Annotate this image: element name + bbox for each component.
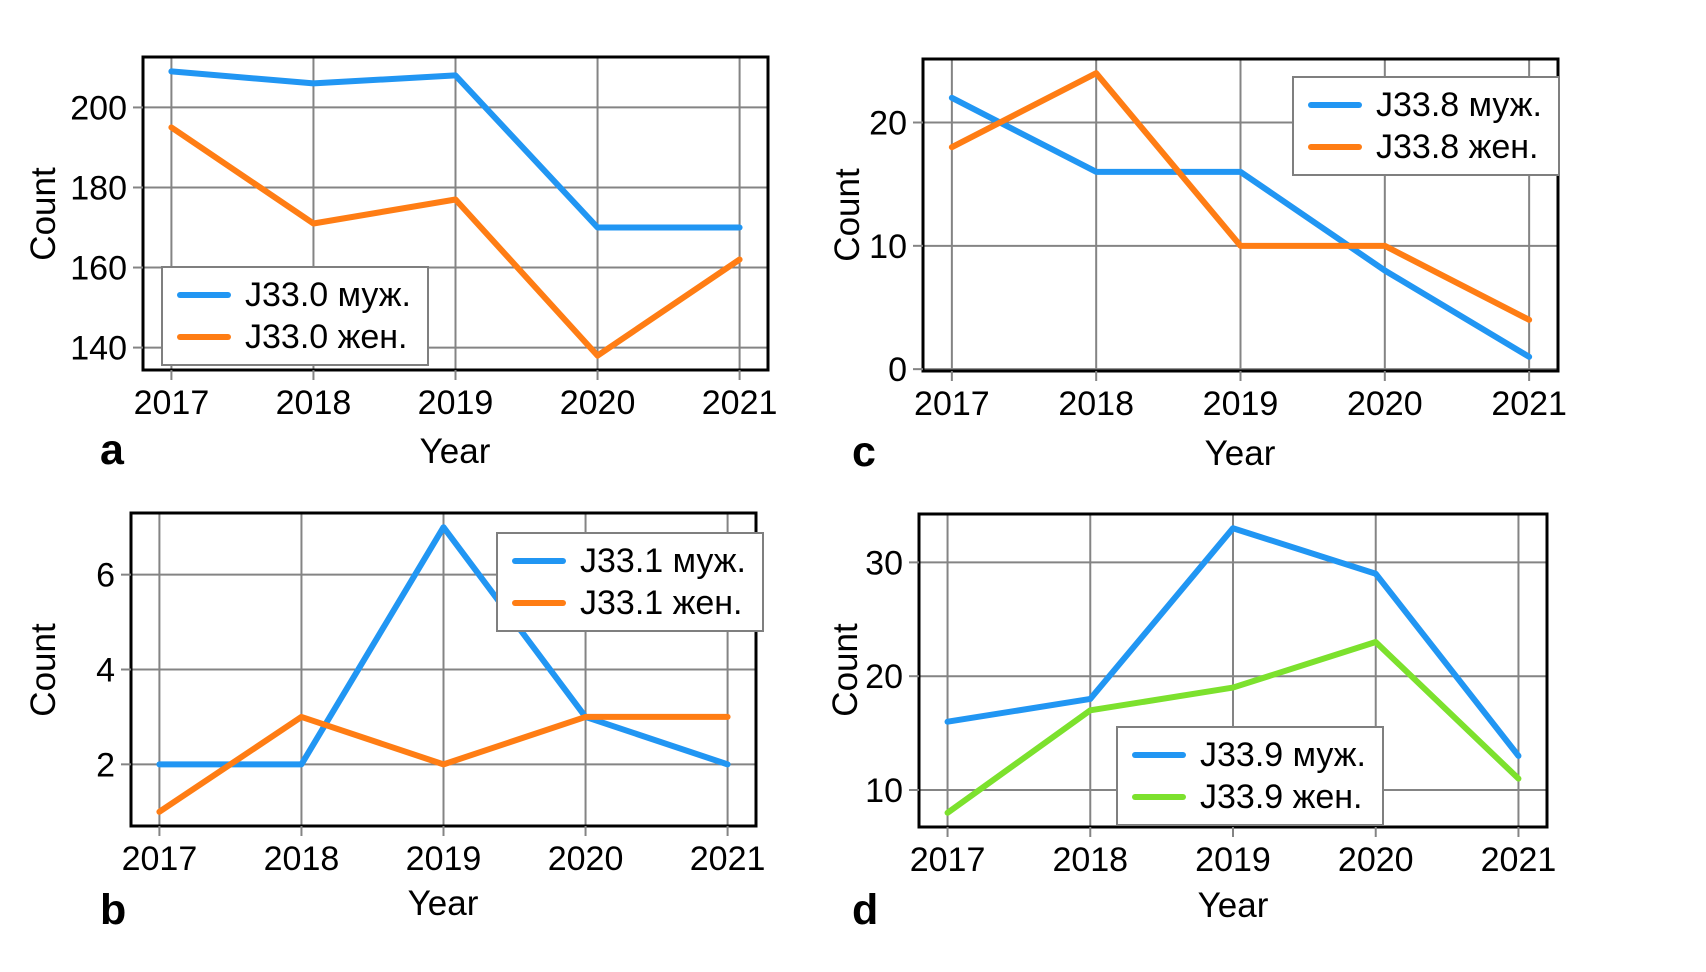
svg-text:2017: 2017	[910, 841, 986, 879]
legend-entry: J33.9 жен.	[1132, 778, 1366, 816]
legend-entry: J33.1 муж.	[512, 542, 746, 580]
svg-text:2021: 2021	[1491, 385, 1567, 423]
svg-text:2017: 2017	[134, 384, 210, 422]
chart-c-x-axis-label: Year	[1204, 434, 1276, 473]
chart-b-plot-area: 2017 2018 2019 2020 2021 2 4 6	[96, 511, 765, 878]
legend-line-sample	[177, 334, 231, 340]
legend-entry: J33.0 муж.	[177, 276, 411, 314]
svg-text:2020: 2020	[548, 840, 624, 878]
legend-line-sample	[1308, 102, 1362, 108]
panel-letter-a: a	[100, 426, 124, 474]
chart-d-y-axis-label: Count	[826, 623, 865, 717]
svg-text:10: 10	[869, 228, 907, 266]
svg-text:4: 4	[96, 652, 115, 690]
svg-text:2: 2	[96, 746, 115, 784]
legend-line-sample	[1308, 144, 1362, 150]
chart-b-y-axis-label: Count	[24, 623, 63, 717]
legend-line-sample	[512, 558, 566, 564]
chart-c-plot-area: 2017 2018 2019 2020 2021 0 10 20	[869, 57, 1567, 423]
legend-entry: J33.8 жен.	[1308, 128, 1542, 166]
svg-text:180: 180	[70, 169, 127, 207]
chart-c-legend: J33.8 муж. J33.8 жен.	[1292, 76, 1560, 176]
legend-label: J33.9 муж.	[1200, 736, 1366, 774]
legend-line-sample	[1132, 794, 1186, 800]
panel-letter-b: b	[100, 886, 127, 934]
chart-c-y-axis-label: Count	[828, 168, 867, 262]
chart-d-x-axis-label: Year	[1197, 886, 1269, 925]
panel-letter-c: c	[852, 428, 876, 476]
legend-label: J33.9 жен.	[1200, 778, 1363, 816]
svg-text:10: 10	[865, 772, 903, 810]
chart-b-x-axis-label: Year	[407, 884, 479, 923]
svg-text:2021: 2021	[1481, 841, 1557, 879]
chart-a-x-axis-label: Year	[419, 432, 491, 471]
legend-label: J33.0 муж.	[245, 276, 411, 314]
svg-text:2020: 2020	[1338, 841, 1414, 879]
svg-text:2018: 2018	[1058, 385, 1134, 423]
svg-text:2019: 2019	[1203, 385, 1279, 423]
legend-entry: J33.9 муж.	[1132, 736, 1366, 774]
panel-letter-d: d	[852, 886, 879, 934]
svg-text:2020: 2020	[1347, 385, 1423, 423]
svg-text:2020: 2020	[560, 384, 636, 422]
chart-b-legend: J33.1 муж. J33.1 жен.	[496, 532, 764, 632]
chart-a-legend: J33.0 муж. J33.0 жен.	[161, 266, 429, 366]
svg-text:0: 0	[888, 351, 907, 389]
legend-label: J33.8 жен.	[1376, 128, 1539, 166]
svg-text:2021: 2021	[690, 840, 766, 878]
chart-a-y-axis-label: Count	[24, 167, 63, 261]
svg-text:2021: 2021	[702, 384, 778, 422]
svg-text:2019: 2019	[418, 384, 494, 422]
svg-text:20: 20	[865, 658, 903, 696]
svg-text:2018: 2018	[264, 840, 340, 878]
svg-text:6: 6	[96, 557, 115, 595]
legend-entry: J33.1 жен.	[512, 584, 746, 622]
legend-label: J33.1 жен.	[580, 584, 743, 622]
legend-line-sample	[512, 600, 566, 606]
svg-text:2018: 2018	[1052, 841, 1128, 879]
legend-line-sample	[177, 292, 231, 298]
svg-text:2019: 2019	[1195, 841, 1271, 879]
svg-text:2017: 2017	[914, 385, 990, 423]
svg-text:200: 200	[70, 89, 127, 127]
legend-line-sample	[1132, 752, 1186, 758]
svg-text:2019: 2019	[406, 840, 482, 878]
legend-label: J33.8 муж.	[1376, 86, 1542, 124]
svg-text:160: 160	[70, 250, 127, 288]
legend-entry: J33.0 жен.	[177, 318, 411, 356]
svg-text:30: 30	[865, 544, 903, 582]
legend-label: J33.1 муж.	[580, 542, 746, 580]
chart-d-legend: J33.9 муж. J33.9 жен.	[1116, 726, 1384, 826]
svg-text:20: 20	[869, 105, 907, 143]
legend-label: J33.0 жен.	[245, 318, 408, 356]
svg-text:2017: 2017	[122, 840, 198, 878]
svg-text:140: 140	[70, 330, 127, 368]
svg-text:2018: 2018	[276, 384, 352, 422]
legend-entry: J33.8 муж.	[1308, 86, 1542, 124]
